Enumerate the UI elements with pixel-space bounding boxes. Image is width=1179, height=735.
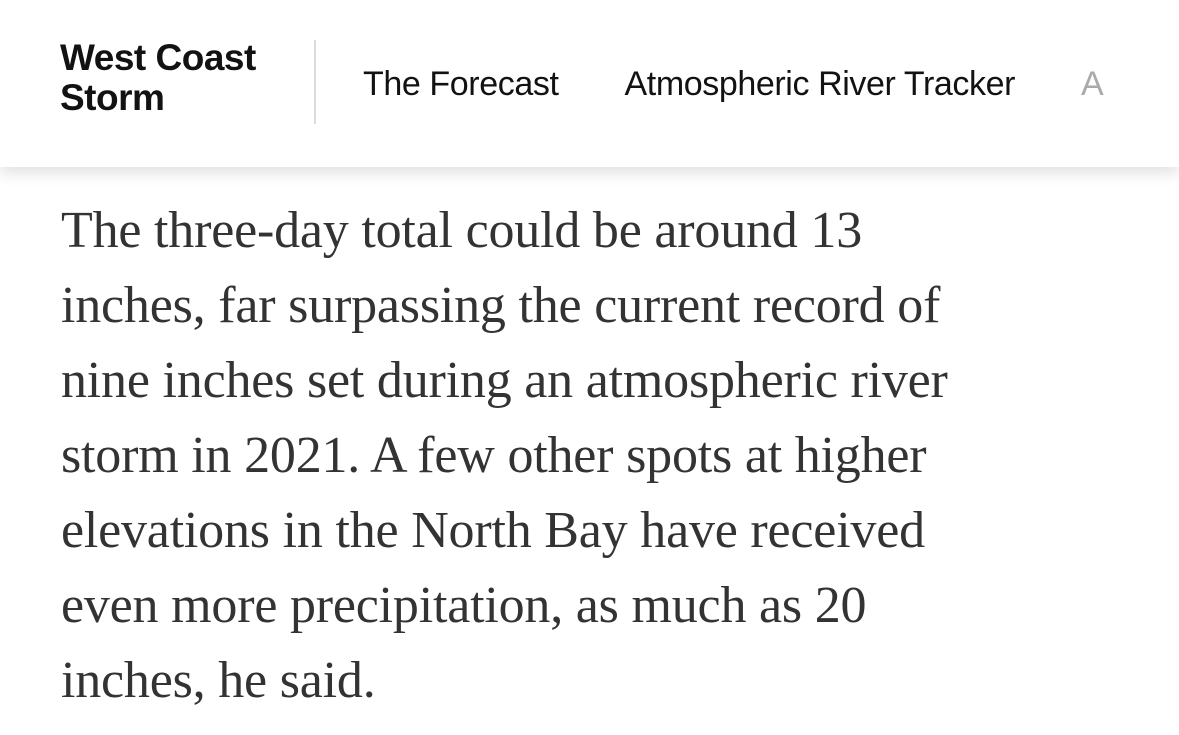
paragraph-line: nine inches set during an atmospheric ri… bbox=[61, 352, 948, 409]
article-paragraph: The three-day total could be around 13 i… bbox=[61, 193, 948, 718]
divider bbox=[314, 40, 316, 124]
nav-item-atmospheric-river-tracker[interactable]: Atmospheric River Tracker bbox=[624, 65, 1016, 103]
paragraph-line: storm in 2021. A few other spots at high… bbox=[61, 427, 927, 484]
nav-item-the-forecast[interactable]: The Forecast bbox=[363, 65, 559, 103]
paragraph-line: inches, he said. bbox=[61, 652, 376, 709]
section-title-line: Storm bbox=[60, 77, 165, 118]
paragraph-line: The three-day total could be around 13 bbox=[61, 202, 862, 259]
section-title[interactable]: West Coast Storm bbox=[60, 38, 256, 118]
paragraph-line: elevations in the North Bay have receive… bbox=[61, 502, 925, 559]
section-header: West Coast Storm The Forecast Atmospheri… bbox=[0, 0, 1179, 167]
section-nav: The Forecast Atmospheric River Tracker A bbox=[363, 62, 1169, 106]
paragraph-line: even more precipitation, as much as 20 bbox=[61, 577, 867, 634]
section-title-line: West Coast bbox=[60, 37, 256, 78]
nav-item-truncated[interactable]: A bbox=[1081, 65, 1104, 103]
paragraph-line: inches, far surpassing the current recor… bbox=[61, 277, 941, 334]
